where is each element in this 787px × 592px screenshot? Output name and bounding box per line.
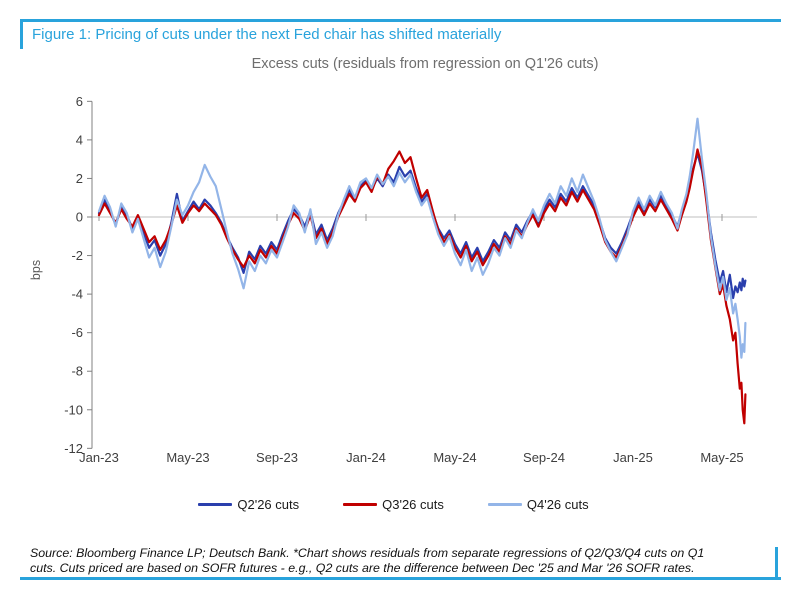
legend-line-swatch: [487, 502, 522, 507]
legend-line-swatch: [343, 502, 378, 507]
source-note-line-1: Source: Bloomberg Finance LP; Deutsch Ba…: [30, 546, 705, 560]
x-axis-tick-label: Jan-24: [346, 450, 386, 465]
source-note-line-2: cuts. Cuts priced are based on SOFR futu…: [30, 561, 695, 575]
x-axis-tick-label: May-24: [433, 450, 476, 465]
y-axis-tick-label: -6: [71, 325, 83, 340]
series-line-3: [97, 117, 747, 359]
x-axis-tick-label: Sep-24: [523, 450, 565, 465]
x-axis-tick-label: Jan-23: [79, 450, 119, 465]
header-left-accent-bar: [20, 19, 23, 49]
legend-item-q4-26-cuts: Q4'26 cuts: [487, 497, 589, 512]
x-axis-tick-label: Sep-23: [256, 450, 298, 465]
x-axis-tick-label: May-23: [166, 450, 209, 465]
figure-title: Figure 1: Pricing of cuts under the next…: [32, 26, 502, 43]
y-axis-tick-label: -2: [71, 248, 83, 263]
y-axis-tick-label: -10: [64, 402, 83, 417]
legend-item-q2-26-cuts: Q2'26 cuts: [198, 497, 299, 512]
y-axis-tick-label: 6: [76, 94, 83, 109]
x-axis-tick-label: May-25: [700, 450, 743, 465]
legend-item-q3-26-cuts: Q3'26 cuts: [343, 497, 444, 512]
legend-label: Q4'26 cuts: [526, 497, 589, 512]
y-axis-tick-label: -8: [71, 364, 83, 379]
footer-bottom-rule: [20, 577, 781, 580]
source-note: Source: Bloomberg Finance LP; Deutsch Ba…: [30, 546, 772, 576]
y-axis-tick-label: 0: [76, 210, 83, 225]
y-axis-tick-label: 2: [76, 171, 83, 186]
y-axis-tick-label: -12: [64, 441, 83, 456]
legend-label: Q3'26 cuts: [382, 497, 444, 512]
y-axis-tick-label: -4: [71, 287, 83, 302]
series-line-2: [97, 148, 747, 425]
header-top-rule: [20, 19, 781, 22]
legend-label: Q2'26 cuts: [237, 497, 300, 512]
legend-line-swatch: [198, 502, 233, 507]
y-axis-title: bps: [29, 260, 43, 280]
chart-legend: Q2'26 cuts Q3'26 cuts Q4'26 cuts: [0, 497, 787, 512]
x-axis-tick-label: Jan-25: [613, 450, 653, 465]
footer-right-accent-bar: [775, 547, 778, 577]
series-line-1: [97, 152, 747, 300]
y-axis-tick-label: 4: [76, 132, 83, 147]
chart-title: Excess cuts (residuals from regression o…: [251, 56, 599, 72]
